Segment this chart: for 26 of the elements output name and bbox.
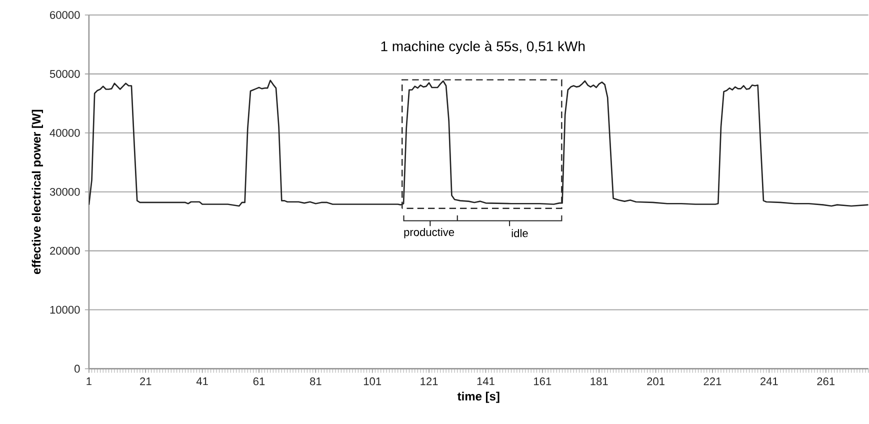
y-tick-label: 0 <box>74 364 80 373</box>
annotation: 1 machine cycle à 55s, 0,51 kWh <box>381 40 585 54</box>
y-tick-label: 60000 <box>50 11 80 20</box>
x-tick-label: 221 <box>704 378 722 386</box>
x-tick-label: 241 <box>760 378 778 386</box>
x-tick-label: 41 <box>196 378 208 386</box>
y-tick-label: 10000 <box>50 306 80 314</box>
x-tick-label: 21 <box>140 378 152 386</box>
x-tick-label: 181 <box>590 378 608 386</box>
x-tick-label: 161 <box>534 378 552 386</box>
x-tick-label: 81 <box>310 378 322 386</box>
x-tick-label: 101 <box>364 378 382 386</box>
y-axis-title: effective electrical power [W] <box>32 110 43 274</box>
annotation: productive <box>404 228 454 238</box>
x-tick-label: 61 <box>253 378 265 386</box>
y-tick-label: 40000 <box>50 129 80 137</box>
x-tick-label: 141 <box>477 378 494 386</box>
x-tick-label: 1 <box>86 378 92 386</box>
annotation: idle <box>512 229 528 238</box>
x-tick-label: 201 <box>647 378 664 386</box>
x-tick-label: 261 <box>817 378 835 386</box>
y-tick-label: 50000 <box>50 70 80 78</box>
x-axis-title: time [s] <box>457 392 500 404</box>
y-tick-label: 30000 <box>50 188 80 196</box>
y-tick-label: 20000 <box>50 247 80 255</box>
x-tick-label: 121 <box>420 378 438 386</box>
